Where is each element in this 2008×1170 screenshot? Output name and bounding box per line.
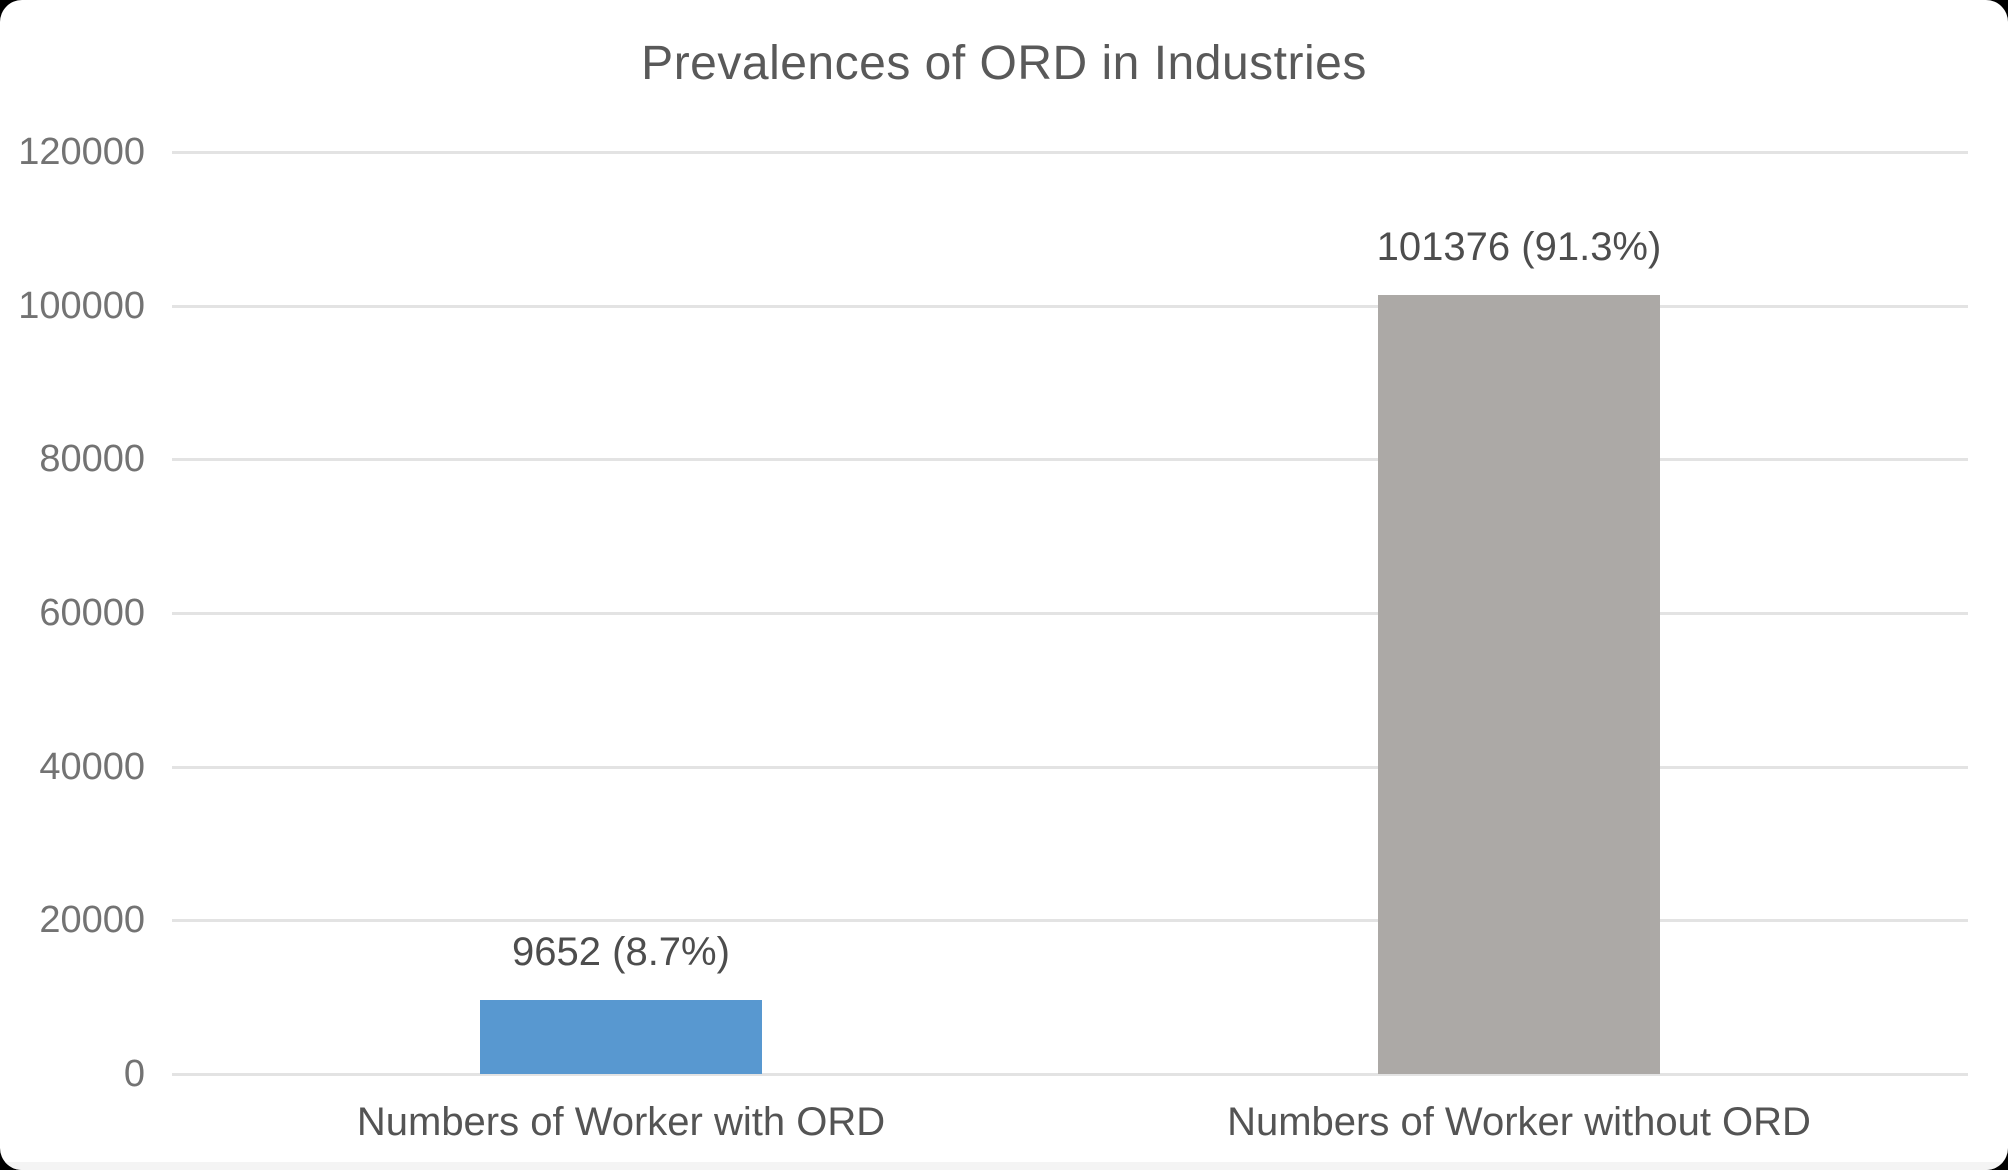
y-tick-label-100000: 100000 xyxy=(18,284,145,327)
y-gridline-0 xyxy=(172,1073,1968,1076)
y-gridline-60000 xyxy=(172,612,1968,615)
bar-1 xyxy=(1378,295,1660,1074)
y-tick-label-120000: 120000 xyxy=(18,131,145,173)
bar-value-label-0: 9652 (8.7%) xyxy=(512,929,730,974)
bar-value-label-1: 101376 (91.3%) xyxy=(1376,225,1662,270)
y-tick-label-20000: 20000 xyxy=(39,899,145,942)
bottom-edge-strip xyxy=(0,1162,2008,1170)
y-gridline-80000 xyxy=(172,458,1968,462)
x-category-label-1: Numbers of Worker without ORD xyxy=(1227,1100,1811,1144)
y-gridline-120000 xyxy=(172,151,1968,154)
x-category-label-0: Numbers of Worker with ORD xyxy=(356,1100,886,1144)
chart-title: Prevalences of ORD in Industries xyxy=(641,37,1367,90)
y-tick-label-80000: 80000 xyxy=(39,438,145,481)
y-tick-label-0: 0 xyxy=(123,1053,145,1095)
y-gridline-20000 xyxy=(172,919,1968,923)
y-gridline-40000 xyxy=(172,765,1968,769)
y-gridline-100000 xyxy=(172,304,1968,308)
bar-0 xyxy=(480,999,762,1074)
y-tick-label-40000: 40000 xyxy=(39,745,145,788)
y-tick-label-60000: 60000 xyxy=(39,592,145,634)
